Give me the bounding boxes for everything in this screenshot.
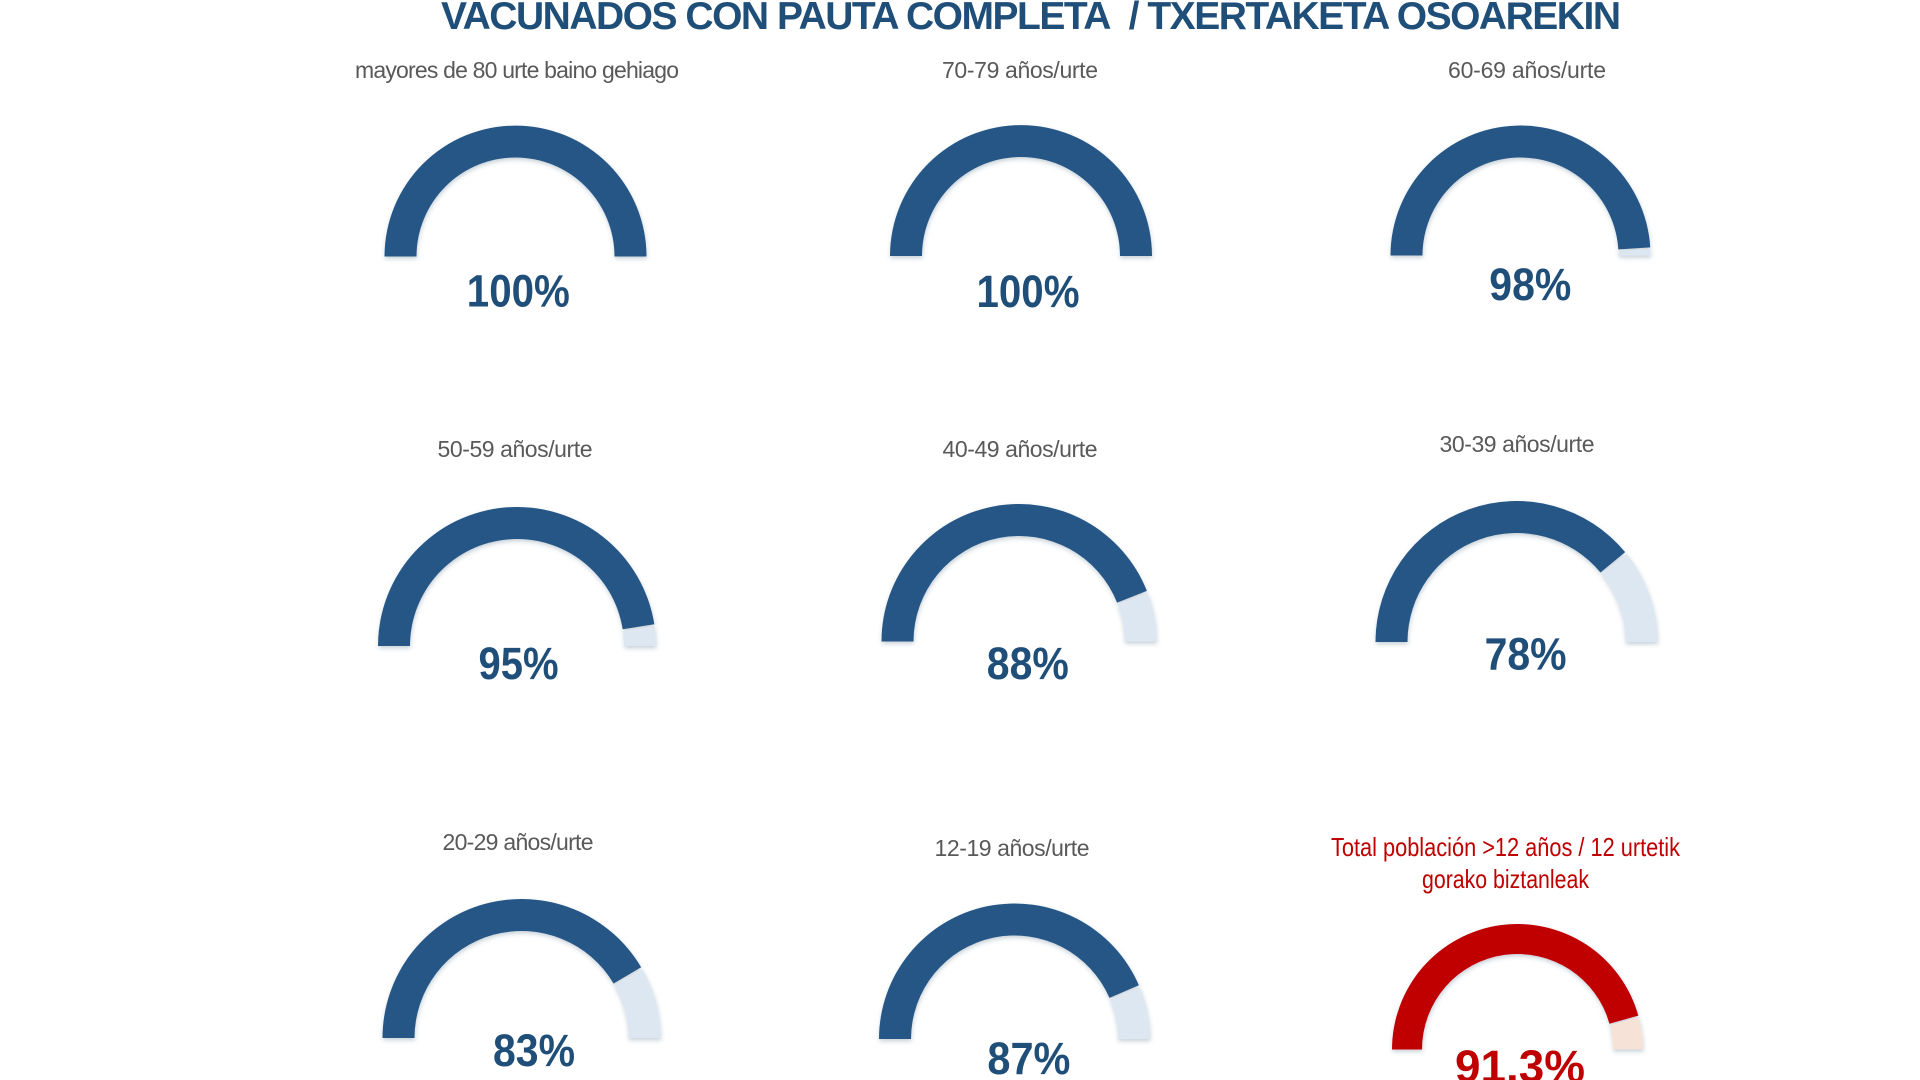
svg-text:87%: 87% — [987, 1033, 1070, 1080]
svg-text:78%: 78% — [1485, 629, 1567, 680]
svg-text:mayores de 80 urte baino gehia: mayores de 80 urte baino gehiago — [355, 57, 679, 83]
svg-text:95%: 95% — [479, 638, 559, 689]
svg-text:50-59 años/urte: 50-59 años/urte — [438, 436, 593, 462]
svg-text:88%: 88% — [987, 638, 1069, 689]
svg-text:70-79 años/urte: 70-79 años/urte — [942, 57, 1098, 83]
svg-text:40-49 años/urte: 40-49 años/urte — [943, 436, 1098, 462]
svg-text:20-29 años/urte: 20-29 años/urte — [443, 829, 594, 855]
svg-text:12-19 años/urte: 12-19 años/urte — [935, 835, 1090, 861]
svg-text:VACUNADOS CON PAUTA COMPLETA: VACUNADOS CON PAUTA COMPLETA / TXERTAKET… — [441, 0, 1621, 38]
svg-text:91.3%: 91.3% — [1455, 1041, 1585, 1080]
svg-text:60-69 años/urte: 60-69 años/urte — [1448, 57, 1606, 83]
svg-text:100%: 100% — [467, 266, 570, 317]
svg-text:gorako biztanleak: gorako biztanleak — [1422, 864, 1590, 894]
svg-text:98%: 98% — [1489, 259, 1571, 310]
svg-text:100%: 100% — [977, 266, 1080, 317]
svg-text:30-39 años/urte: 30-39 años/urte — [1440, 431, 1595, 457]
svg-text:Total población >12 años / 12: Total población >12 años / 12 urtetik — [1331, 832, 1681, 862]
svg-text:83%: 83% — [493, 1025, 575, 1076]
